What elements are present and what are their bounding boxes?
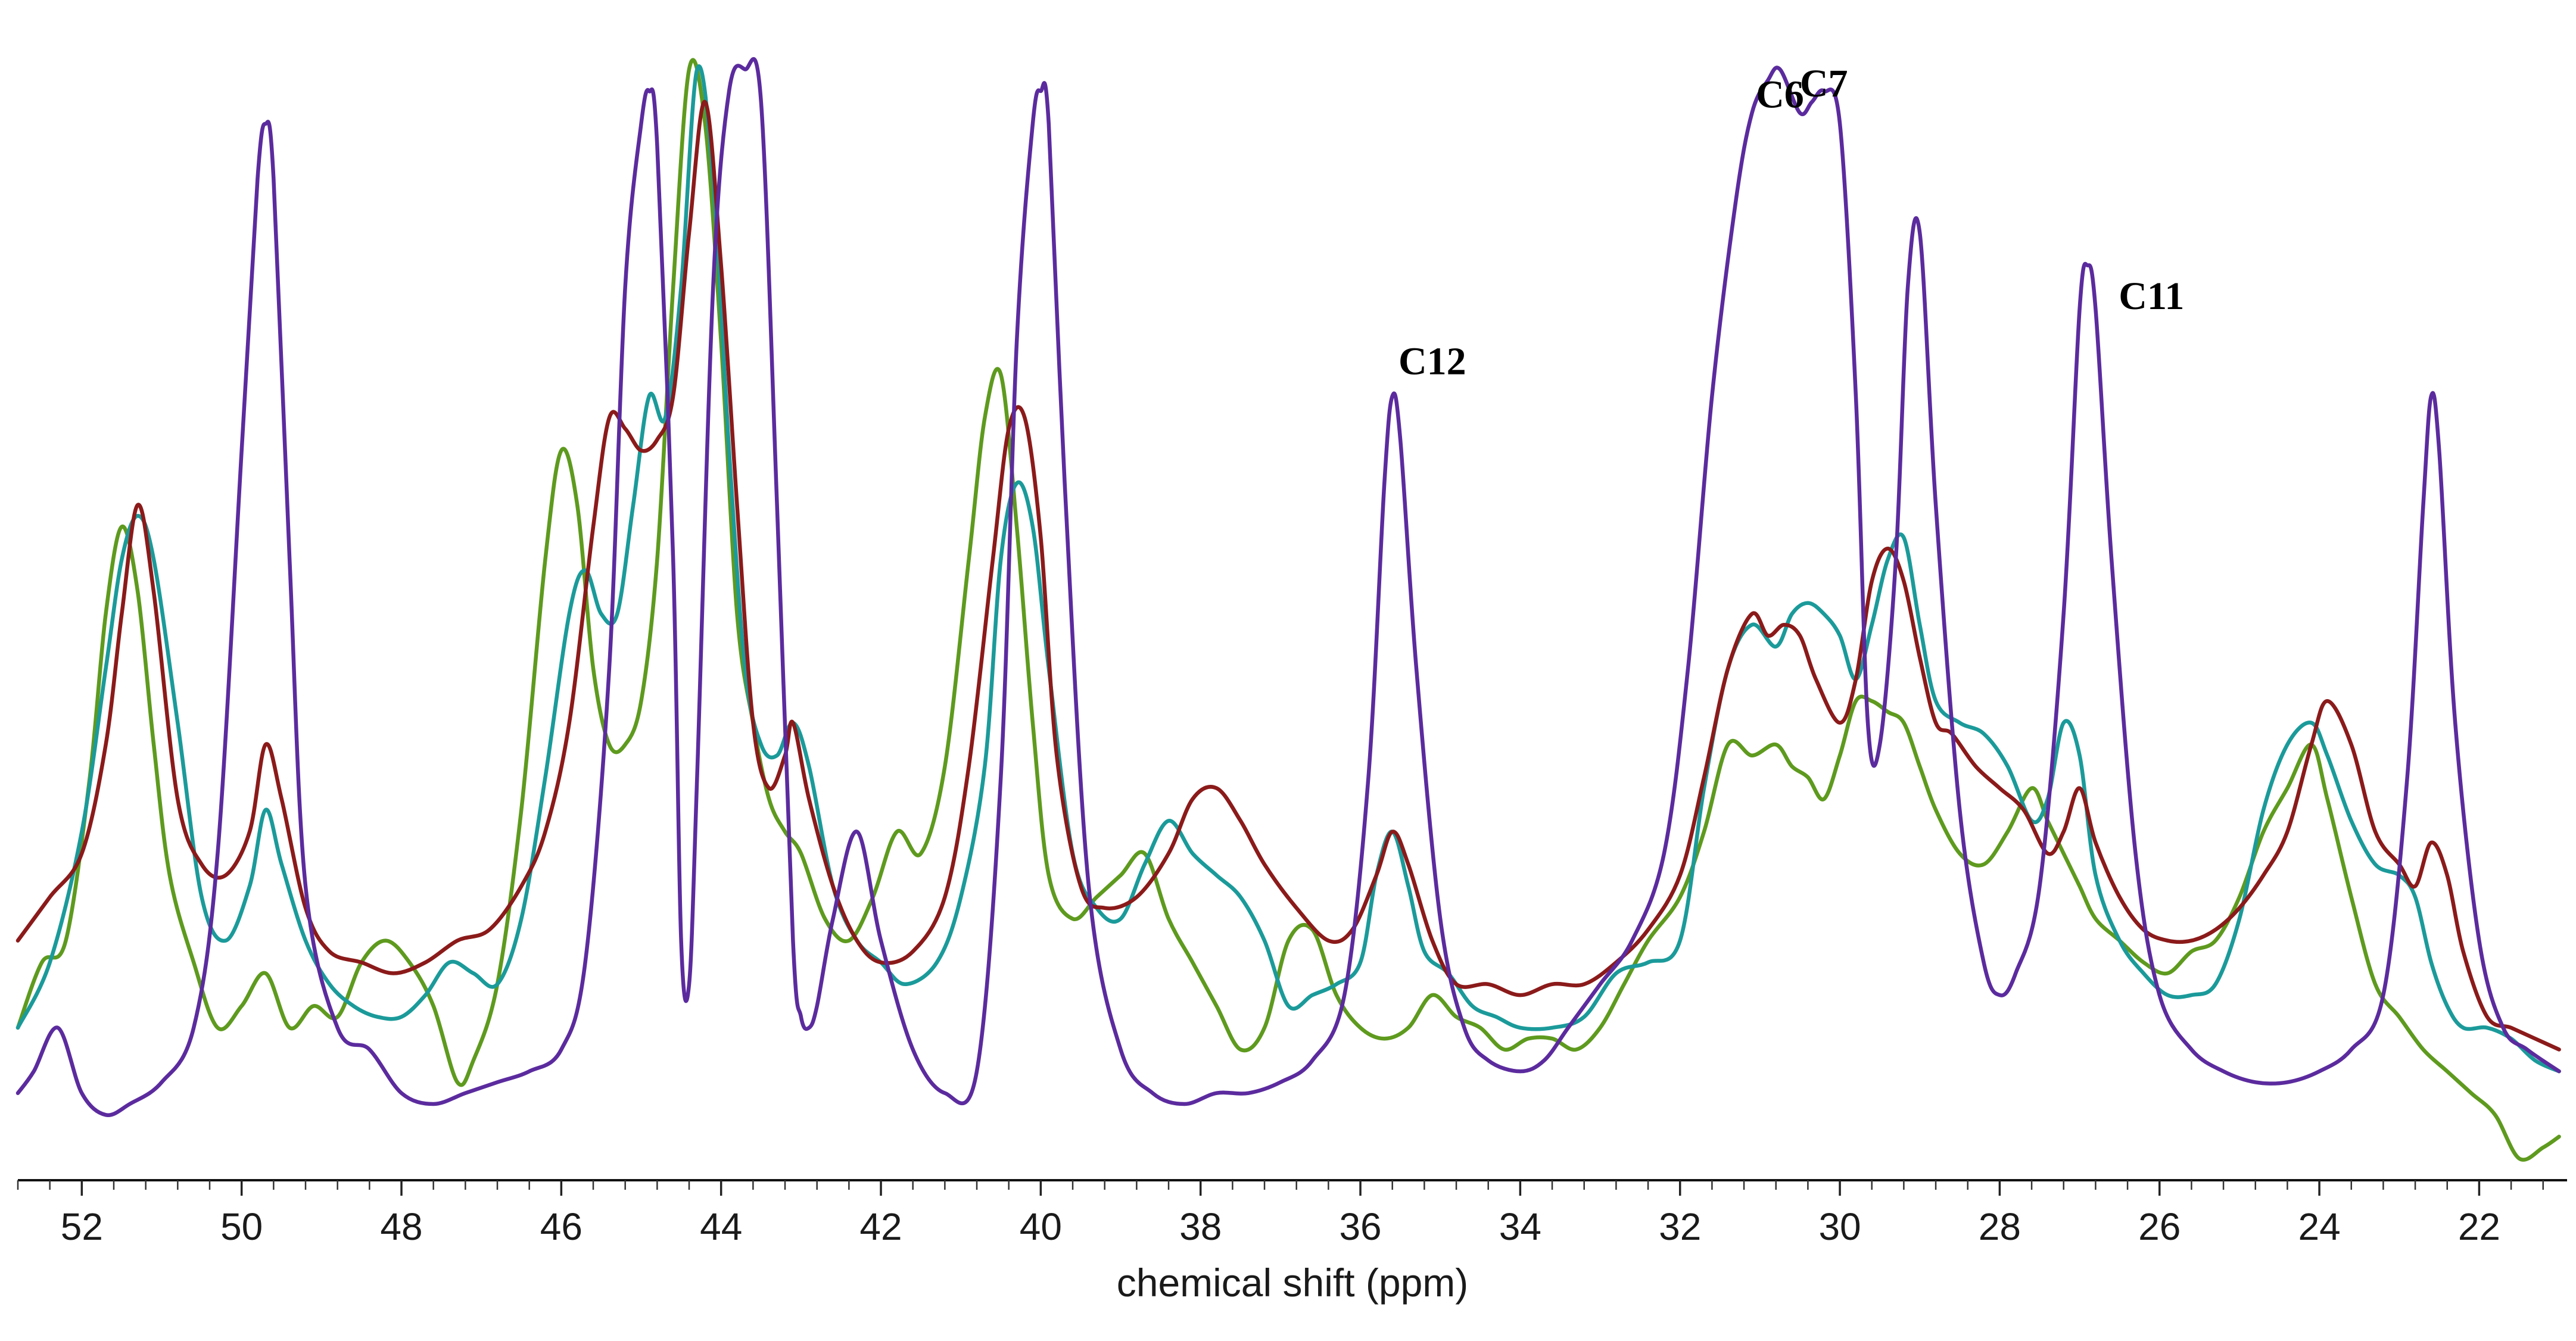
x-tick-label: 38	[1179, 1205, 1222, 1248]
x-axis-ticks: 52 50 48 46 44 42 40 38 36 34 32 30 28 26 24 22	[17, 1180, 2544, 1248]
x-tick-label: 28	[1979, 1205, 2021, 1248]
spectrum-line-dark-red	[15, 100, 2561, 1052]
spectrum-line-purple	[15, 57, 2561, 1117]
x-tick-label: 48	[380, 1205, 422, 1248]
x-tick-label: 42	[859, 1205, 902, 1248]
x-tick-label: 26	[2138, 1205, 2181, 1248]
x-tick-label: 40	[1020, 1205, 1062, 1248]
x-tick-label: 52	[61, 1205, 103, 1248]
x-axis-label: chemical shift (ppm)	[1117, 1261, 1469, 1305]
peak-label-c6: C6	[1756, 73, 1804, 116]
series-layer	[15, 57, 2561, 1162]
x-tick-label: 50	[220, 1205, 263, 1248]
x-tick-label: 24	[2298, 1205, 2340, 1248]
x-tick-label: 30	[1818, 1205, 1861, 1248]
x-tick-label: 44	[700, 1205, 742, 1248]
peak-label-c7: C7	[1800, 62, 1848, 105]
x-tick-label: 22	[2458, 1205, 2500, 1248]
peak-label-c12: C12	[1398, 340, 1466, 383]
peak-label-c11: C11	[2119, 275, 2184, 318]
x-tick-label: 46	[540, 1205, 583, 1248]
x-tick-label: 36	[1339, 1205, 1381, 1248]
x-tick-label: 32	[1659, 1205, 1701, 1248]
x-tick-label: 34	[1499, 1205, 1541, 1248]
